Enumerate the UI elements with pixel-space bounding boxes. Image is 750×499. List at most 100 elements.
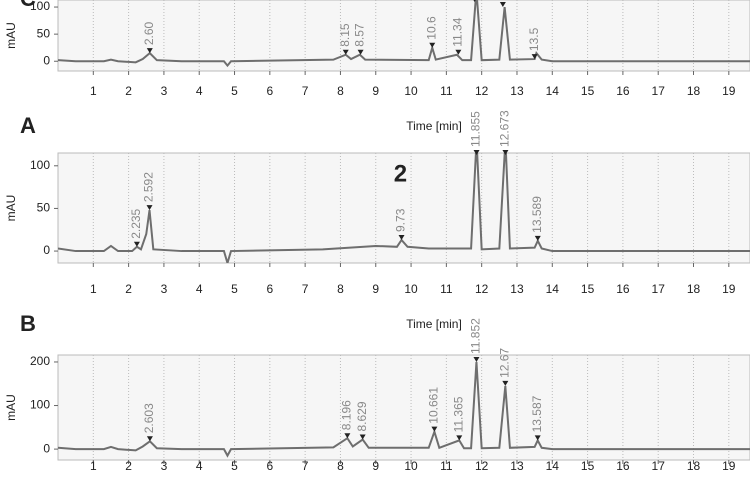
peak-label: 11.34: [451, 17, 465, 46]
peak-label: 2.60: [142, 21, 156, 45]
x-tick-label: 3: [161, 84, 168, 98]
x-tick-label: 1: [90, 459, 97, 473]
x-tick-label: 15: [581, 282, 595, 296]
x-tick-label: 3: [161, 459, 168, 473]
peak-label: 13.5: [527, 27, 541, 51]
x-tick-label: 13: [510, 459, 524, 473]
x-tick-label: 2: [125, 84, 132, 98]
peak-marker: [431, 426, 438, 432]
x-tick-label: 10: [404, 84, 418, 98]
x-tick-label: 18: [687, 459, 701, 473]
peak-label: 13.589: [530, 196, 544, 233]
peak-marker: [146, 436, 153, 442]
x-tick-label: 19: [722, 84, 736, 98]
x-tick-label: 19: [722, 282, 736, 296]
peak-label: 8.15: [338, 23, 352, 47]
x-tick-label: 15: [581, 84, 595, 98]
x-tick-label: 13: [510, 84, 524, 98]
x-axis-label: Time [min]: [406, 119, 462, 133]
peak-label: 8.196: [340, 400, 354, 430]
y-axis-label: mAU: [4, 22, 18, 49]
peak-marker: [357, 49, 364, 55]
peak-marker: [502, 380, 509, 386]
y-tick-label: 0: [43, 243, 50, 257]
x-tick-label: 8: [337, 459, 344, 473]
x-tick-label: 12: [475, 282, 489, 296]
y-axis-label: mAU: [4, 394, 18, 421]
peak-label: 11.852: [469, 318, 483, 354]
x-tick-label: 16: [616, 282, 630, 296]
annotation: 2: [394, 160, 407, 187]
peak-marker: [531, 54, 538, 60]
peak-marker: [502, 150, 509, 155]
x-tick-label: 4: [196, 459, 203, 473]
x-tick-label: 18: [687, 84, 701, 98]
x-tick-label: 1: [90, 84, 97, 98]
x-tick-label: 17: [652, 282, 666, 296]
y-tick-label: 50: [37, 201, 51, 215]
peak-marker: [146, 48, 153, 54]
peak-label: 13.587: [530, 395, 544, 432]
x-tick-label: 17: [652, 84, 666, 98]
peak-marker: [344, 433, 351, 439]
peak-label: 11.365: [451, 396, 465, 432]
peak-marker: [473, 356, 480, 362]
x-tick-label: 7: [302, 282, 309, 296]
x-tick-label: 9: [372, 459, 379, 473]
y-tick-label: 50: [37, 26, 51, 40]
x-tick-label: 14: [546, 459, 560, 473]
y-tick-label: 0: [43, 441, 50, 455]
peak-marker: [398, 234, 405, 240]
peak-marker: [473, 150, 480, 155]
peak-label: 12.67: [498, 348, 512, 378]
y-tick-label: 100: [30, 158, 50, 172]
trace: [58, 361, 750, 458]
plot-background: [57, 354, 750, 461]
x-tick-label: 1: [90, 282, 97, 296]
x-tick-label: 5: [231, 282, 238, 296]
x-tick-label: 7: [302, 84, 309, 98]
x-tick-label: 8: [337, 282, 344, 296]
x-tick-label: 18: [687, 282, 701, 296]
peak-label: 9.73: [394, 208, 408, 232]
y-tick-label: 100: [30, 398, 50, 412]
y-tick-label: 200: [30, 354, 50, 368]
x-tick-label: 11: [440, 459, 453, 473]
x-tick-label: 8: [337, 84, 344, 98]
peak-marker: [455, 49, 462, 55]
peak-marker: [499, 2, 506, 8]
x-tick-label: 7: [302, 459, 309, 473]
x-tick-label: 13: [510, 282, 524, 296]
x-tick-label: 15: [581, 459, 595, 473]
x-tick-label: 14: [546, 84, 560, 98]
x-axis-label: Time [min]: [406, 317, 462, 331]
panel-letter: B: [20, 311, 36, 336]
y-tick-label: 0: [43, 53, 50, 67]
x-tick-label: 5: [231, 459, 238, 473]
x-tick-label: 4: [196, 84, 203, 98]
peak-marker: [342, 49, 349, 55]
x-tick-label: 4: [196, 282, 203, 296]
peak-label: 8.629: [355, 401, 369, 431]
peak-marker: [429, 42, 436, 48]
peak-label: 10.661: [427, 387, 441, 424]
x-tick-label: 10: [404, 282, 418, 296]
peak-marker: [534, 235, 541, 241]
x-tick-label: 19: [722, 459, 736, 473]
peak-label: 2.235: [129, 208, 143, 238]
x-tick-label: 16: [616, 459, 630, 473]
plot-background: [57, 152, 750, 264]
peak-label: 11.855: [469, 111, 483, 147]
x-tick-label: 6: [266, 459, 273, 473]
x-tick-label: 6: [266, 84, 273, 98]
peak-marker: [456, 435, 463, 441]
x-tick-label: 5: [231, 84, 238, 98]
peak-label: 2.592: [142, 172, 156, 202]
y-tick-label: 100: [30, 0, 50, 13]
trace: [58, 0, 750, 68]
x-tick-label: 12: [475, 84, 489, 98]
x-tick-label: 16: [616, 84, 630, 98]
x-tick-label: 9: [372, 84, 379, 98]
peak-marker: [359, 434, 366, 440]
